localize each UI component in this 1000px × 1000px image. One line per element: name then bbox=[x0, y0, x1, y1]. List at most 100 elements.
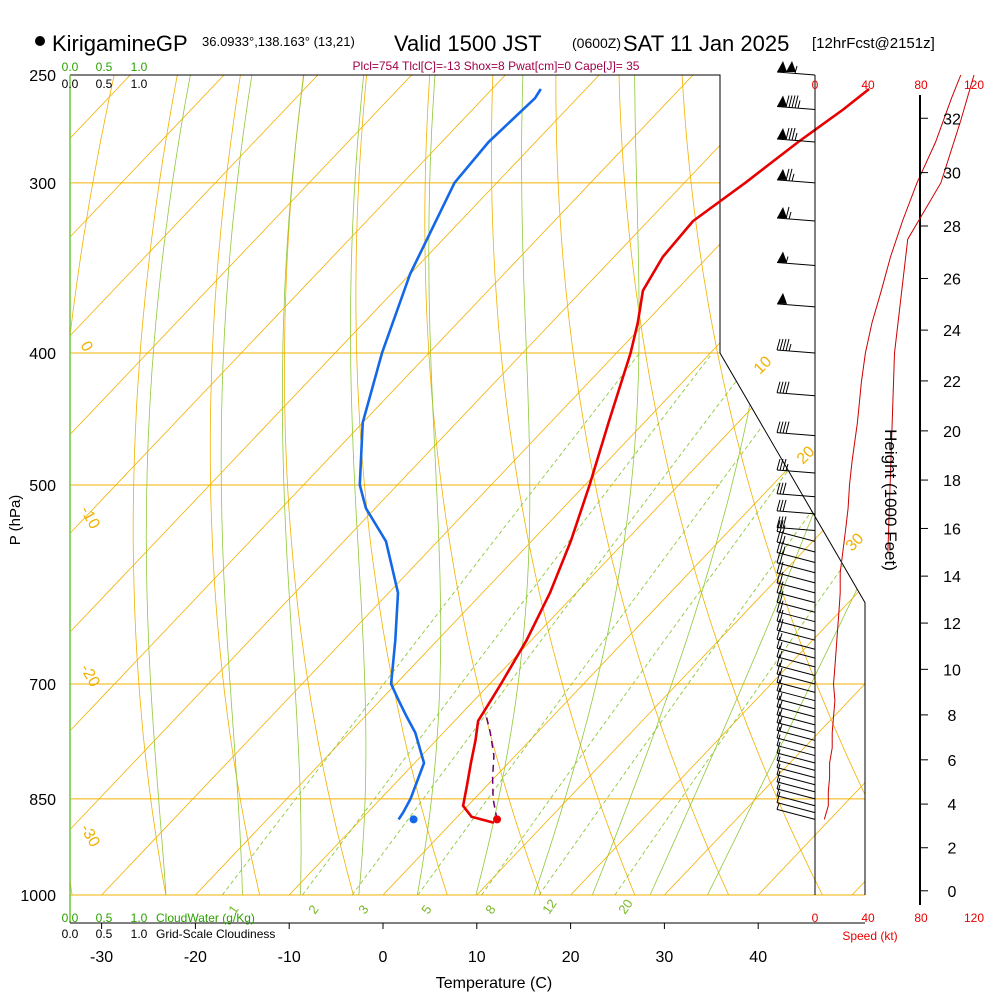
isobar-label-1000: 1000 bbox=[20, 888, 56, 905]
wind-barb-flag bbox=[788, 127, 793, 141]
wind-speed-profile-line bbox=[823, 74, 962, 820]
wind-barb-250 bbox=[776, 61, 816, 76]
profile-layer bbox=[358, 87, 870, 824]
wind-barb-720 bbox=[776, 679, 816, 702]
cloudwater-top-tick-0: 0.0 bbox=[62, 60, 79, 74]
wind-barb-staff bbox=[776, 698, 816, 710]
wind-barb-flag bbox=[785, 95, 790, 108]
speed-top-tick-0: 0 bbox=[812, 78, 819, 92]
speed-top-tick-120: 120 bbox=[964, 78, 984, 92]
wind-barb-half-flag bbox=[782, 535, 786, 544]
dry-adiabat-1 bbox=[70, 75, 126, 895]
wind-barb-525 bbox=[776, 499, 816, 515]
cloudiness-bottom-tick-1: 0.5 bbox=[96, 927, 113, 941]
wind-barb-710 bbox=[776, 671, 816, 693]
wind-barb-flag bbox=[776, 695, 781, 708]
wind-barb-pennant bbox=[777, 61, 787, 72]
wind-barb-staff bbox=[776, 767, 816, 779]
wind-barb-flag bbox=[776, 482, 781, 494]
moist-adiabat-3 bbox=[350, 75, 367, 895]
wind-barb-staff bbox=[776, 262, 816, 267]
wind-barb-staff bbox=[776, 656, 816, 668]
surface-dewpoint-dot bbox=[409, 815, 418, 824]
wind-barb-flag bbox=[782, 421, 787, 434]
wind-barb-staff bbox=[776, 690, 816, 702]
x-tick-label-30: 30 bbox=[656, 949, 674, 966]
wind-barb-half-flag bbox=[776, 803, 780, 810]
moist-adiabat-9 bbox=[692, 75, 865, 895]
wind-barb-staff bbox=[776, 788, 816, 800]
wind-barb-staff bbox=[776, 582, 816, 594]
cloudiness-top-tick-0: 0.0 bbox=[62, 77, 79, 91]
wind-barb-820 bbox=[776, 756, 816, 779]
temperature-profile-line bbox=[461, 87, 870, 824]
wind-barb-flag bbox=[785, 168, 790, 181]
wind-barb-half-flag bbox=[779, 708, 783, 716]
wind-barb-flag bbox=[782, 338, 787, 351]
cloudiness-title: Grid-Scale Cloudiness bbox=[156, 927, 275, 941]
wind-barb-flag bbox=[782, 516, 787, 529]
x-tick-label--20: -20 bbox=[184, 949, 207, 966]
isobar-label-850: 850 bbox=[29, 792, 56, 809]
wind-barb-flag bbox=[776, 381, 781, 393]
dry-adiabat-2 bbox=[132, 75, 188, 895]
isotherm--10 bbox=[261, 75, 865, 895]
surface-temperature-dot bbox=[493, 815, 502, 824]
wind-barb-half-flag bbox=[797, 100, 801, 109]
isotherm-30 bbox=[636, 75, 865, 895]
wind-barb-flag bbox=[779, 482, 784, 495]
dry-adiabat-6 bbox=[424, 75, 553, 895]
cloudiness-top-tick-2: 1.0 bbox=[131, 77, 148, 91]
wind-barb-850 bbox=[776, 777, 816, 800]
height-tick-label-18: 18 bbox=[943, 473, 961, 490]
wind-barb-flag bbox=[776, 541, 781, 553]
x-tick-label-20: 20 bbox=[562, 949, 580, 966]
wind-barb-staff bbox=[776, 752, 816, 764]
wind-barb-flag bbox=[794, 95, 799, 109]
plot-frame bbox=[70, 74, 866, 895]
wind-barb-staff bbox=[776, 759, 816, 771]
wind-barb-flag bbox=[776, 662, 781, 675]
x-tick-label--10: -10 bbox=[278, 949, 301, 966]
wind-barb-staff bbox=[776, 611, 816, 623]
wind-barb-flag bbox=[776, 628, 781, 640]
wind-barb-660 bbox=[776, 628, 816, 650]
wind-barb-430 bbox=[776, 381, 816, 397]
wind-barb-half-flag bbox=[779, 716, 783, 724]
wind-barb-half-flag bbox=[788, 211, 792, 220]
isobar-label-300: 300 bbox=[29, 176, 56, 193]
speed-top-tick-80: 80 bbox=[914, 78, 928, 92]
wind-barb-810 bbox=[776, 749, 816, 771]
speed-top-tick-40: 40 bbox=[861, 78, 875, 92]
wind-barb-flag bbox=[782, 458, 787, 471]
wind-barb-flag bbox=[779, 571, 784, 584]
isotherm--50 bbox=[70, 75, 819, 895]
moist-adiabat-2 bbox=[282, 75, 308, 895]
wind-barb-staff bbox=[776, 303, 816, 308]
speed-bottom-tick-0: 0 bbox=[812, 911, 819, 925]
wind-barb-half-flag bbox=[779, 650, 783, 658]
valid-utc: (0600Z) bbox=[572, 35, 621, 51]
dry-adiabat-9 bbox=[617, 75, 838, 895]
dry-adiabat-10 bbox=[679, 75, 865, 895]
wind-barb-staff bbox=[776, 795, 816, 807]
wind-barb-pennant bbox=[777, 292, 787, 304]
height-axis-title: Height (1000 Feet) bbox=[881, 429, 900, 571]
height-tick-label-32: 32 bbox=[943, 111, 961, 128]
wind-barb-flag bbox=[779, 600, 784, 613]
wind-barb-half-flag bbox=[779, 676, 783, 684]
height-tick-label-22: 22 bbox=[943, 374, 961, 391]
wind-barb-flag bbox=[788, 95, 793, 108]
cloudwater-top-tick-1: 0.5 bbox=[96, 60, 113, 74]
wind-barb-half-flag bbox=[779, 700, 783, 708]
wind-barb-staff bbox=[776, 781, 816, 793]
wind-barb-510 bbox=[776, 482, 816, 498]
wind-barb-flag bbox=[779, 591, 784, 604]
isotherm--80 bbox=[70, 75, 538, 895]
wind-barb-flag bbox=[776, 530, 781, 543]
dry-adiabat-5 bbox=[355, 75, 458, 895]
height-tick-label-14: 14 bbox=[943, 569, 961, 586]
wind-barb-flag bbox=[791, 95, 796, 108]
moist-adiabat-8 bbox=[636, 75, 865, 895]
wind-barb-flag bbox=[776, 679, 781, 691]
